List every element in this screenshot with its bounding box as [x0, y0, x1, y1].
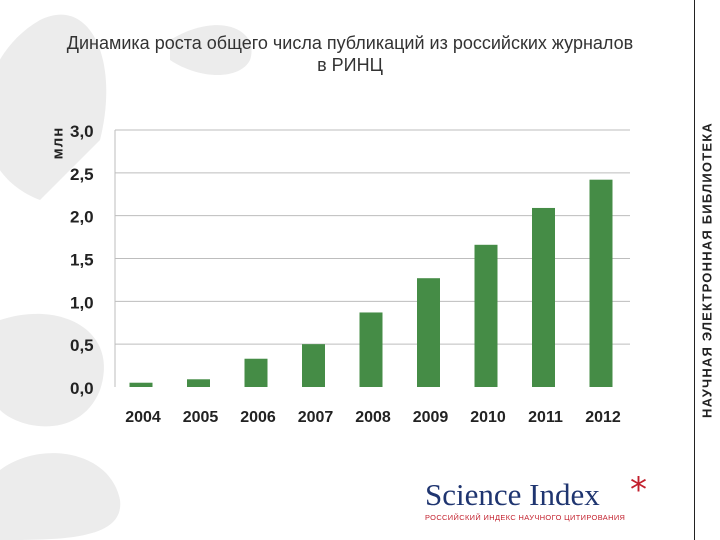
y-tick-label: 3,0 [70, 122, 94, 141]
x-tick-label: 2005 [183, 409, 219, 426]
chart-title: Динамика роста общего числа публикаций и… [66, 33, 634, 75]
side-banner [694, 0, 720, 540]
bar-2012 [589, 179, 613, 387]
x-tick-label: 2009 [413, 409, 449, 426]
x-tick-label: 2008 [355, 409, 391, 426]
y-tick-label: 2,5 [70, 165, 94, 184]
y-tick-label: 0,5 [70, 336, 94, 355]
x-tick-label: 2006 [240, 409, 276, 426]
x-tick-label: 2004 [125, 409, 161, 426]
y-tick-label: 1,0 [70, 293, 94, 312]
x-tick-label: 2010 [470, 409, 506, 426]
petal-shape [0, 453, 121, 540]
x-tick-labels: 2004 2005 2006 2007 2008 2009 2010 2011 2012 [125, 409, 621, 426]
y-tick-label: 1,5 [70, 251, 94, 270]
bar-chart: 0,00,51,01,52,02,53,0 2004 2005 2006 2007 20… [70, 122, 630, 426]
bar-2008 [359, 312, 383, 387]
petal-shape [0, 14, 107, 200]
logo-name: Science Index [425, 477, 600, 512]
x-tick-label: 2011 [528, 409, 563, 426]
petal-shape [170, 25, 252, 76]
y-tick-label: 0,0 [70, 379, 94, 398]
bar-2007 [302, 344, 325, 387]
bar-2005 [187, 379, 210, 387]
petal-shape [0, 313, 104, 427]
y-tick-label: 2,0 [70, 208, 94, 227]
bar-2010 [474, 244, 498, 387]
bar-2006 [244, 358, 268, 387]
logo-asterisk-icon: * [630, 470, 647, 510]
bar-2004 [129, 382, 153, 387]
bar-2011 [532, 207, 555, 387]
x-tick-label: 2012 [585, 409, 621, 426]
science-index-logo: Science Index * РОССИЙСКИЙ ИНДЕКС НАУЧНО… [425, 470, 665, 522]
y-tick-labels: 0,0 0,5 1,0 1,5 2,0 2,5 3,0 [70, 122, 94, 398]
side-banner-text: НАУЧНАЯ ЭЛЕКТРОННАЯ БИБЛИОТЕКА [699, 122, 715, 418]
x-tick-label: 2007 [298, 409, 334, 426]
logo-tagline: РОССИЙСКИЙ ИНДЕКС НАУЧНОГО ЦИТИРОВАНИЯ [425, 513, 626, 522]
bar-2009 [417, 278, 440, 387]
bars [129, 179, 613, 387]
